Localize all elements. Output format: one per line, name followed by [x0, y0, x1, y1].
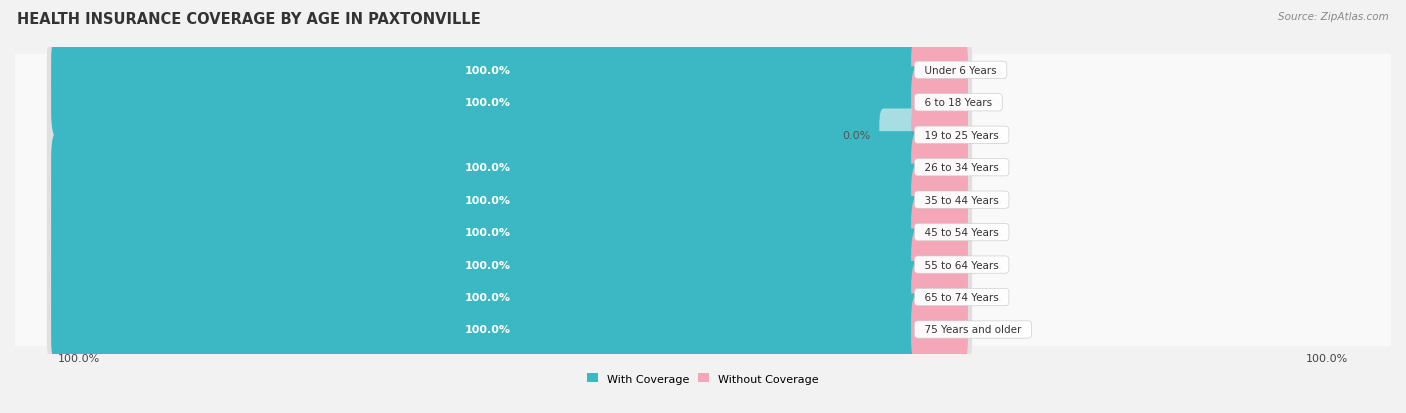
FancyBboxPatch shape	[15, 281, 1391, 313]
Text: 19 to 25 Years: 19 to 25 Years	[918, 131, 1005, 140]
FancyBboxPatch shape	[46, 132, 972, 204]
FancyBboxPatch shape	[51, 35, 925, 107]
FancyBboxPatch shape	[911, 229, 967, 301]
Text: 65 to 74 Years: 65 to 74 Years	[918, 292, 1005, 302]
FancyBboxPatch shape	[46, 67, 972, 139]
Text: 55 to 64 Years: 55 to 64 Years	[918, 260, 1005, 270]
FancyBboxPatch shape	[46, 164, 972, 236]
FancyBboxPatch shape	[51, 261, 925, 333]
Text: 100.0%: 100.0%	[465, 292, 510, 302]
FancyBboxPatch shape	[46, 294, 972, 366]
FancyBboxPatch shape	[911, 197, 967, 268]
Text: 0.0%: 0.0%	[974, 98, 1002, 108]
Text: 100.0%: 100.0%	[58, 353, 100, 363]
Text: Under 6 Years: Under 6 Years	[918, 66, 1002, 76]
FancyBboxPatch shape	[15, 184, 1391, 216]
Text: 0.0%: 0.0%	[974, 131, 1002, 140]
FancyBboxPatch shape	[911, 294, 967, 366]
FancyBboxPatch shape	[46, 261, 972, 333]
FancyBboxPatch shape	[46, 197, 972, 268]
FancyBboxPatch shape	[911, 132, 967, 204]
Text: 0.0%: 0.0%	[974, 66, 1002, 76]
FancyBboxPatch shape	[51, 294, 925, 366]
Text: 75 Years and older: 75 Years and older	[918, 325, 1028, 335]
FancyBboxPatch shape	[15, 216, 1391, 249]
FancyBboxPatch shape	[51, 132, 925, 204]
Text: 100.0%: 100.0%	[1306, 353, 1348, 363]
FancyBboxPatch shape	[911, 261, 967, 333]
Text: 100.0%: 100.0%	[465, 163, 510, 173]
FancyBboxPatch shape	[879, 109, 922, 161]
Text: 6 to 18 Years: 6 to 18 Years	[918, 98, 998, 108]
FancyBboxPatch shape	[51, 197, 925, 268]
Text: 0.0%: 0.0%	[974, 325, 1002, 335]
FancyBboxPatch shape	[46, 35, 972, 107]
FancyBboxPatch shape	[15, 55, 1391, 87]
Text: Source: ZipAtlas.com: Source: ZipAtlas.com	[1278, 12, 1389, 22]
Text: 0.0%: 0.0%	[974, 260, 1002, 270]
Text: 100.0%: 100.0%	[465, 228, 510, 237]
Text: 35 to 44 Years: 35 to 44 Years	[918, 195, 1005, 205]
Text: 0.0%: 0.0%	[974, 228, 1002, 237]
FancyBboxPatch shape	[911, 35, 967, 107]
FancyBboxPatch shape	[46, 229, 972, 301]
FancyBboxPatch shape	[911, 67, 967, 139]
FancyBboxPatch shape	[15, 87, 1391, 119]
Legend: With Coverage, Without Coverage: With Coverage, Without Coverage	[582, 369, 824, 388]
FancyBboxPatch shape	[15, 119, 1391, 152]
Text: 0.0%: 0.0%	[974, 163, 1002, 173]
Text: 0.0%: 0.0%	[842, 131, 870, 140]
FancyBboxPatch shape	[911, 100, 967, 171]
FancyBboxPatch shape	[15, 249, 1391, 281]
Text: 26 to 34 Years: 26 to 34 Years	[918, 163, 1005, 173]
FancyBboxPatch shape	[51, 164, 925, 236]
FancyBboxPatch shape	[51, 229, 925, 301]
Text: 0.0%: 0.0%	[974, 292, 1002, 302]
Text: 100.0%: 100.0%	[465, 66, 510, 76]
Text: HEALTH INSURANCE COVERAGE BY AGE IN PAXTONVILLE: HEALTH INSURANCE COVERAGE BY AGE IN PAXT…	[17, 12, 481, 27]
Text: 100.0%: 100.0%	[465, 195, 510, 205]
FancyBboxPatch shape	[51, 67, 925, 139]
Text: 0.0%: 0.0%	[974, 195, 1002, 205]
Text: 45 to 54 Years: 45 to 54 Years	[918, 228, 1005, 237]
FancyBboxPatch shape	[15, 313, 1391, 346]
FancyBboxPatch shape	[911, 164, 967, 236]
FancyBboxPatch shape	[46, 100, 972, 171]
Text: 100.0%: 100.0%	[465, 260, 510, 270]
Text: 100.0%: 100.0%	[465, 325, 510, 335]
Text: 100.0%: 100.0%	[465, 98, 510, 108]
FancyBboxPatch shape	[15, 152, 1391, 184]
